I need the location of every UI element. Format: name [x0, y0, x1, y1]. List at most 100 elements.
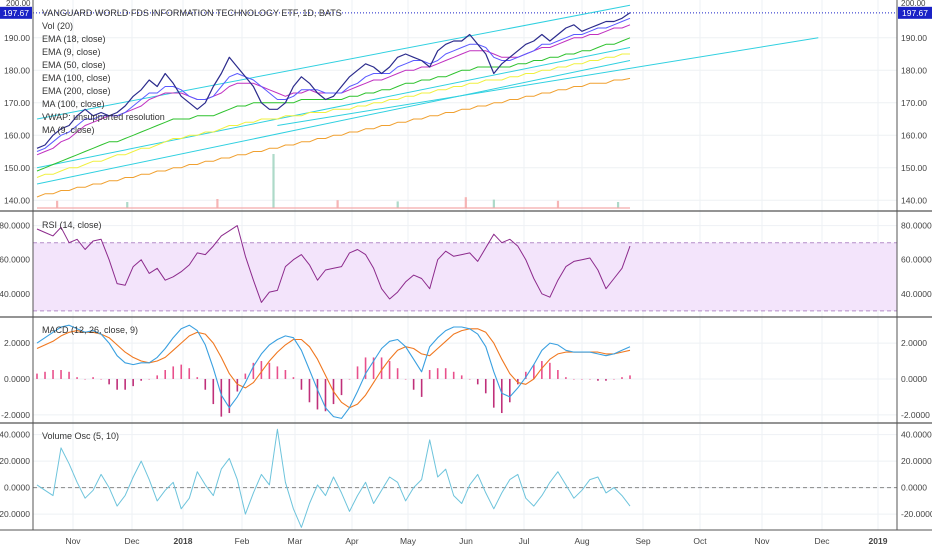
indicator-ma100: MA (100, close)	[42, 99, 105, 109]
macd-histogram-bar	[180, 364, 183, 379]
macd-histogram-bar	[284, 370, 287, 379]
x-tick-label: Nov	[754, 536, 770, 546]
volume-bars	[37, 154, 630, 209]
y-tick-label-right: 0.0000	[901, 483, 927, 493]
volume-bar	[396, 201, 399, 208]
y-tick-label-right: 150.00	[901, 163, 927, 173]
x-tick-label: 2019	[869, 536, 888, 546]
macd-histogram-bar	[348, 378, 351, 380]
macd-histogram-bar	[500, 378, 503, 414]
macd-histogram-bar	[172, 366, 175, 379]
macd-histogram-bar	[468, 378, 471, 380]
macd-histogram-bar	[420, 378, 423, 397]
volume-bar	[56, 200, 59, 208]
indicator-ema100: EMA (100, close)	[42, 73, 111, 83]
y-tick-label-right: 20.0000	[901, 456, 932, 466]
macd-histogram-bar	[388, 361, 391, 379]
rsi-pane-label: RSI (14, close)	[42, 220, 102, 230]
y-tick-label-left: 40.0000	[0, 430, 30, 440]
x-tick-label: May	[400, 536, 417, 546]
volume-bar	[616, 202, 620, 208]
chart-title: VANGUARD WORLD FDS INFORMATION TECHNOLOG…	[42, 8, 342, 18]
macd-pane-label: MACD (12, 26, close, 9)	[42, 325, 138, 335]
y-tick-label-right: 170.00	[901, 98, 927, 108]
indicator-ema50: EMA (50, close)	[42, 60, 106, 70]
y-tick-label-left: 80.0000	[0, 221, 30, 231]
last-price-right: 197.67	[902, 8, 928, 18]
macd-histogram-bar	[252, 362, 255, 379]
macd-histogram-bar	[140, 378, 142, 381]
volume-bar	[492, 199, 495, 208]
macd-histogram-bar	[597, 378, 599, 381]
macd-histogram-bar	[492, 378, 495, 408]
macd-histogram-bar	[196, 377, 199, 379]
macd-histogram-bar	[156, 375, 159, 379]
macd-histogram-bar	[260, 361, 263, 379]
y-tick-label-right: -2.0000	[901, 410, 930, 420]
volume-bar	[336, 200, 339, 208]
macd-histogram-bar	[132, 378, 134, 387]
indicator-ema18: EMA (18, close)	[42, 34, 106, 44]
y-tick-label-left: 190.00	[4, 33, 30, 43]
macd-histogram-bar	[100, 378, 102, 380]
macd-histogram-bar	[148, 378, 150, 380]
macd-histogram-bar	[220, 378, 223, 417]
y-tick-label-right: 40.0000	[901, 289, 932, 299]
y-tick-label-left: 0.0000	[4, 483, 30, 493]
macd-histogram-bar	[52, 370, 54, 379]
volume-bar	[126, 202, 129, 208]
y-tick-label-left: 2.0000	[4, 338, 30, 348]
x-tick-label: Jul	[519, 536, 530, 546]
indicator-ema9: EMA (9, close)	[42, 47, 101, 57]
macd-histogram-bar	[581, 378, 583, 380]
y-tick-label-left: 150.00	[4, 163, 30, 173]
macd-histogram-bar	[621, 377, 623, 379]
macd-histogram-bar	[292, 377, 295, 379]
axis-labels: Nov Dec 2018 Feb Mar Apr May Jun Jul Aug Sep Oct Nov…	[0, 33, 932, 546]
macd-histogram-bar	[340, 378, 343, 396]
y-tick-label-left: 40.0000	[0, 289, 30, 299]
macd-histogram-bar	[533, 364, 535, 379]
macd-histogram-bar	[308, 378, 311, 403]
macd-histogram-bar	[549, 362, 551, 379]
channel-line	[36, 47, 631, 169]
x-tick-label: Aug	[574, 536, 589, 546]
x-tick-label: Sep	[635, 536, 650, 546]
macd-histogram-bar	[589, 378, 591, 380]
macd-histogram-bar	[541, 361, 543, 379]
y-tick-label-right: -20.0000	[901, 509, 932, 519]
x-tick-label: Oct	[693, 536, 707, 546]
channel-line	[277, 37, 819, 126]
y-tick-label-right: 40.0000	[901, 430, 932, 440]
macd-histogram-bar	[116, 378, 118, 390]
macd-histogram-bar	[565, 377, 567, 379]
y-tick-label-left: 160.00	[4, 130, 30, 140]
series-line-ema-200-close	[36, 77, 631, 198]
macd-histogram-bar	[436, 368, 439, 379]
indicator-ma9: MA (9, close)	[42, 125, 95, 135]
series-line-ema-100-close	[36, 53, 630, 178]
macd-histogram-bar	[380, 357, 383, 379]
y-tick-label-left: 0.0000	[4, 374, 30, 384]
macd-histogram-bar	[444, 368, 447, 379]
x-tick-label: Dec	[124, 536, 140, 546]
macd-histogram-bar	[92, 377, 94, 379]
y-tick-label-left: 20.0000	[0, 456, 30, 466]
macd-histogram-bar	[476, 378, 479, 385]
macd-histogram-bar	[412, 378, 415, 390]
volume-osc-line	[36, 428, 631, 528]
macd-histogram-bar	[460, 375, 463, 379]
macd-histogram-bar	[36, 373, 38, 379]
x-tick-label: Feb	[235, 536, 250, 546]
macd-histogram-bar	[212, 378, 215, 405]
channel-line	[36, 60, 631, 185]
x-tick-label: Jun	[459, 536, 473, 546]
macd-histogram-bar	[68, 371, 70, 379]
y-tick-label-right: 160.00	[901, 130, 927, 140]
macd-histogram-bar	[372, 357, 375, 379]
macd-histogram-bar	[76, 377, 78, 379]
volume-bar	[272, 154, 275, 208]
y-tick-label-right: 80.0000	[901, 221, 932, 231]
macd-signal-line	[36, 328, 631, 409]
